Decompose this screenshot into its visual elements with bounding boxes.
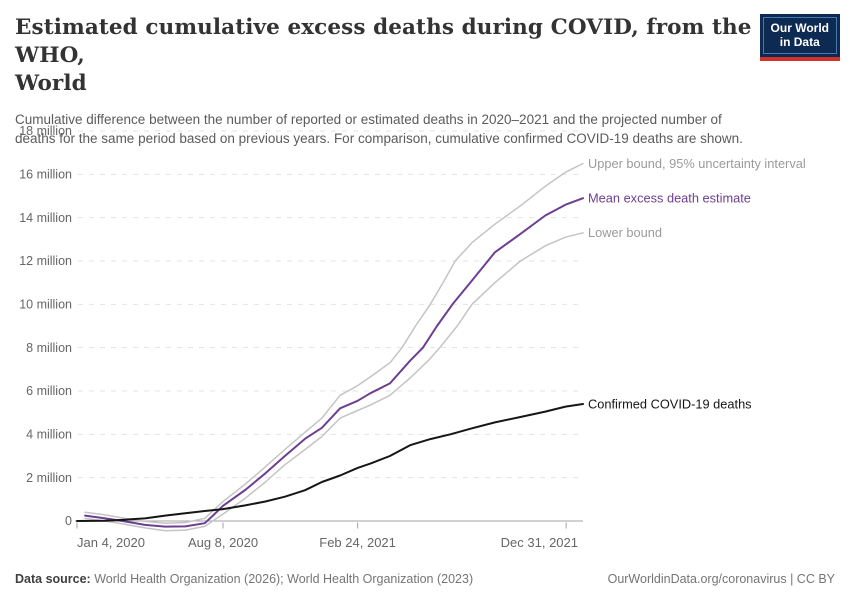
y-axis-tick-label: 18 million: [19, 124, 72, 138]
y-axis-tick-label: 8 million: [26, 341, 72, 355]
chart-footer: Data source: World Health Organization (…: [15, 572, 835, 586]
y-axis-tick-label: 0: [65, 514, 72, 528]
series-line-mean-excess-death-estimate: [84, 197, 584, 528]
series-label-confirmed-covid-19-deaths: Confirmed COVID-19 deaths: [588, 396, 752, 411]
chart-title-line1: Estimated cumulative excess deaths durin…: [15, 15, 752, 68]
series-label-upper-bound-95-uncertainty-interval: Upper bound, 95% uncertainty interval: [588, 156, 806, 171]
owid-logo-line2: in Data: [779, 35, 820, 50]
y-axis-tick-label: 6 million: [26, 384, 72, 398]
y-axis-tick-label: 14 million: [19, 211, 72, 225]
series-line-upper-bound-95-uncertainty-interval: [84, 162, 584, 524]
owid-logo-red-stripe: [759, 56, 840, 61]
owid-logo[interactable]: Our World in Data: [759, 14, 840, 61]
y-axis-tick-label: 12 million: [19, 254, 72, 268]
owid-logo-line1: Our World: [770, 21, 829, 35]
data-source-note: Data source: World Health Organization (…: [15, 572, 473, 586]
x-axis-tick-label: Aug 8, 2020: [188, 535, 258, 550]
x-axis-tick-label: Dec 31, 2021: [501, 535, 578, 550]
chart-title: Estimated cumulative excess deaths durin…: [15, 14, 760, 98]
series-line-lower-bound: [84, 232, 584, 532]
data-source-label: Data source:: [15, 572, 91, 586]
chart-title-line2: World: [15, 70, 87, 96]
series-label-mean-excess-death-estimate: Mean excess death estimate: [588, 190, 751, 205]
chart-header: Estimated cumulative excess deaths durin…: [15, 14, 760, 149]
y-axis-tick-label: 16 million: [19, 168, 72, 182]
credit-link[interactable]: OurWorldinData.org/coronavirus | CC BY: [607, 572, 835, 586]
x-axis-tick-label: Jan 4, 2020: [77, 535, 145, 550]
series-label-lower-bound: Lower bound: [588, 225, 662, 240]
series-line-confirmed-covid-19-deaths: [76, 403, 584, 522]
chart-subtitle: Cumulative difference between the number…: [15, 111, 743, 147]
y-axis-tick-label: 2 million: [26, 471, 72, 485]
y-axis-tick-label: 10 million: [19, 298, 72, 312]
x-axis-tick-label: Feb 24, 2021: [319, 535, 396, 550]
owid-logo-text: Our World in Data: [762, 17, 837, 54]
y-axis-tick-label: 4 million: [26, 428, 72, 442]
data-source-value: World Health Organization (2026); World …: [90, 572, 474, 586]
